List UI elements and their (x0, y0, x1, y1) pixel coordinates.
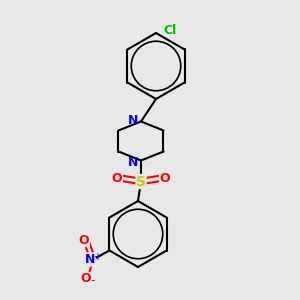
Text: +: + (93, 251, 101, 262)
Text: N: N (85, 253, 95, 266)
Text: Cl: Cl (164, 23, 177, 37)
Text: O: O (80, 272, 91, 286)
Text: N: N (128, 113, 139, 127)
Text: S: S (136, 175, 146, 188)
Text: -: - (91, 274, 95, 287)
Text: O: O (160, 172, 170, 185)
Text: O: O (112, 172, 122, 185)
Text: O: O (79, 233, 89, 247)
Text: N: N (128, 155, 139, 169)
